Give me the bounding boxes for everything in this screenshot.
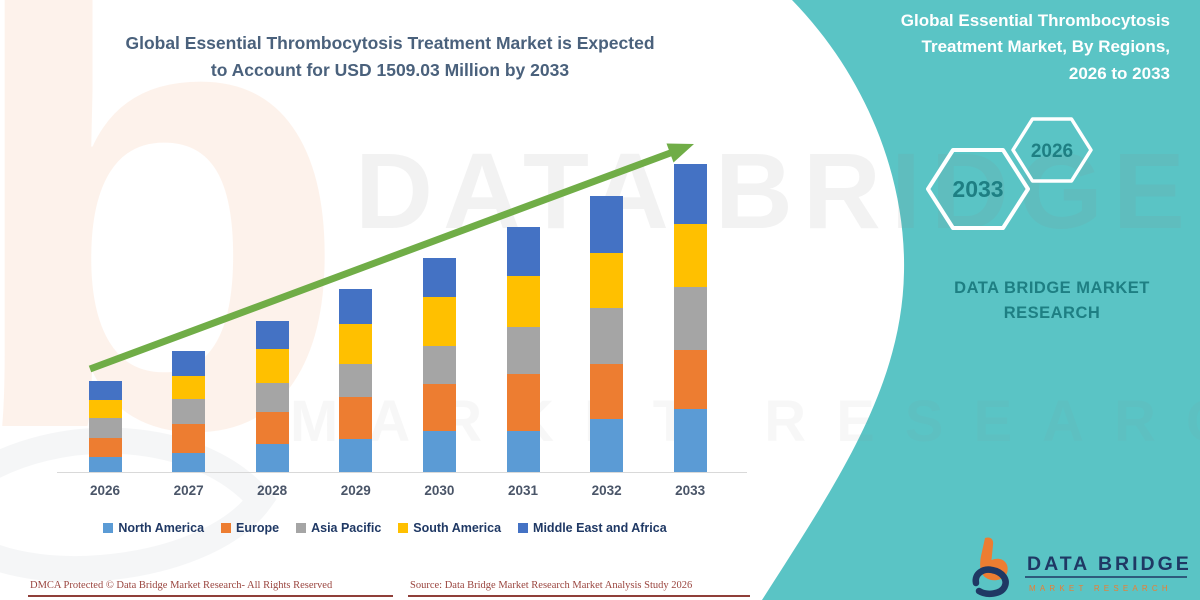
panel-title-line2: Treatment Market, By Regions, [921,37,1170,57]
bar-segment-2027-south-america [172,375,206,399]
bar-segment-2028-north-america [255,443,289,473]
legend-swatch-icon [398,523,409,533]
bar-segment-2030-middle-east-and-africa [422,258,456,297]
footer-underline-right [408,595,750,597]
x-label-2031: 2031 [507,483,539,498]
panel-title: Global Essential Thrombocytosis Treatmen… [820,8,1170,87]
panel-title-line1: Global Essential Thrombocytosis [900,11,1170,30]
bar-segment-2029-south-america [339,324,373,365]
bar-segment-2027-asia-pacific [172,398,206,424]
bar-segment-2032-middle-east-and-africa [590,195,624,253]
legend-label: Middle East and Africa [533,521,667,535]
chart-title-line2: to Account for USD 1509.03 Million by 20… [210,60,570,81]
legend-item-europe: Europe [221,521,279,535]
legend-item-south-america: South America [398,521,501,535]
bar-segment-2029-asia-pacific [339,364,373,398]
x-label-2026: 2026 [89,483,121,498]
bar-segment-2026-europe [88,438,122,458]
legend-label: Asia Pacific [311,521,382,535]
bar-segment-2027-north-america [172,452,206,473]
bar-segment-2031-europe [506,374,540,432]
x-label-2029: 2029 [340,483,371,498]
bar-segment-2033-north-america [673,408,707,473]
bar-segment-2027-middle-east-and-africa [172,351,206,376]
bar-2033 [673,164,707,473]
bar-segment-2026-asia-pacific [88,418,122,439]
bar-2027 [172,351,206,473]
x-label-2028: 2028 [257,483,288,498]
x-label-2032: 2032 [591,483,622,498]
x-label-2033: 2033 [675,483,706,498]
bar-segment-2033-middle-east-and-africa [673,164,707,224]
panel-title-line3: 2026 to 2033 [1068,63,1170,83]
bar-segment-2031-asia-pacific [506,327,540,375]
bar-segment-2031-north-america [506,431,540,473]
bar-segment-2028-south-america [255,349,289,383]
bar-2029 [339,289,373,473]
bar-segment-2028-europe [255,412,289,444]
footer-source: Source: Data Bridge Market Research Mark… [410,580,693,591]
bar-segment-2030-south-america [422,296,456,346]
legend-item-middle-east-and-africa: Middle East and Africa [518,521,667,535]
legend-item-north-america: North America [103,521,204,535]
bar-segment-2033-south-america [673,223,707,287]
bar-segment-2026-middle-east-and-africa [88,380,122,400]
bar-segment-2026-north-america [88,457,122,473]
brand-text: DATA BRIDGE MARKET RESEARCH [928,276,1176,326]
bar-segment-2032-north-america [590,418,624,473]
legend-label: North America [118,521,205,535]
bar-2031 [506,227,540,473]
bar-segment-2031-south-america [506,276,540,328]
bar-segment-2029-europe [339,397,373,440]
legend-swatch-icon [296,523,307,533]
bar-2028 [255,320,289,473]
bar-2026 [88,380,122,473]
footer-dmca: DMCA Protected © Data Bridge Market Rese… [30,580,333,591]
bar-segment-2026-south-america [88,400,122,418]
chart-title: Global Essential Thrombocytosis Treatmen… [40,30,740,84]
bar-segment-2027-europe [172,423,206,453]
bar-segment-2030-asia-pacific [422,345,456,384]
x-label-2030: 2030 [424,483,455,498]
legend-item-asia-pacific: Asia Pacific [296,521,381,535]
x-label-2027: 2027 [173,483,204,498]
bar-2030 [422,258,456,473]
bar-segment-2030-europe [422,383,456,432]
legend-swatch-icon [103,523,114,533]
bar-segment-2032-asia-pacific [590,307,624,364]
bar-segment-2031-middle-east-and-africa [506,227,540,277]
chart-title-line1: Global Essential Thrombocytosis Treatmen… [125,33,655,53]
legend-swatch-icon [221,523,232,533]
bar-segment-2028-middle-east-and-africa [255,320,289,350]
chart-legend: North America Europe Asia Pacific South Ame… [30,521,740,535]
legend-label: South America [413,521,502,535]
watermark-swoosh [0,427,277,583]
bar-segment-2029-north-america [339,439,373,473]
bar-segment-2028-asia-pacific [255,382,289,413]
x-axis-line [57,472,747,473]
legend-label: Europe [236,521,280,535]
bar-segment-2032-europe [590,363,624,419]
footer-underline-left [28,595,393,597]
bar-segment-2030-north-america [422,431,456,473]
bar-segment-2029-middle-east-and-africa [339,289,373,325]
brand-line2: RESEARCH [1003,303,1101,322]
bar-2032 [590,195,624,473]
bar-segment-2033-asia-pacific [673,286,707,350]
brand-line1: DATA BRIDGE MARKET [954,279,1150,297]
bar-segment-2032-south-america [590,252,624,308]
bar-segment-2033-europe [673,349,707,409]
legend-swatch-icon [518,523,529,533]
